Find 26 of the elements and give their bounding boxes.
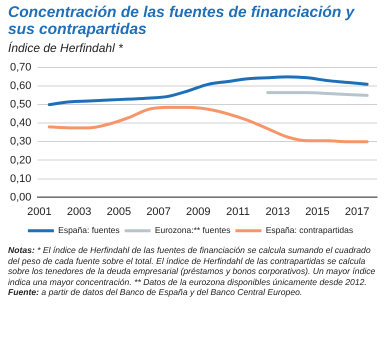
x-tick-label: 2005 bbox=[106, 206, 132, 218]
y-tick-label: 0,20 bbox=[10, 154, 32, 166]
x-tick-label: 2013 bbox=[265, 206, 290, 218]
x-tick-label: 2001 bbox=[27, 206, 52, 218]
x-tick-label: 2011 bbox=[226, 206, 250, 218]
y-tick-label: 0,10 bbox=[10, 172, 32, 185]
x-tick-label: 2007 bbox=[146, 206, 171, 218]
x-tick-label: 2015 bbox=[305, 206, 330, 218]
legend-label: España: contrapartidas bbox=[266, 225, 354, 236]
chart-title: Concentración de las fuentes de financiación y sus contrapartidas bbox=[7, 3, 356, 38]
source-note: Fuente: a partir de datos del Banco de España y del Banco Central Europeo. bbox=[8, 287, 304, 298]
x-tick-label: 2017 bbox=[344, 206, 370, 218]
y-tick-label: 0,00 bbox=[10, 191, 32, 204]
x-tick-label: 2003 bbox=[66, 206, 92, 218]
y-tick-label: 0,60 bbox=[10, 80, 32, 92]
x-tick-label: 2009 bbox=[186, 206, 211, 218]
legend-label: España: fuentes bbox=[58, 225, 120, 236]
y-tick-label: 0,30 bbox=[10, 136, 32, 148]
chart-subtitle: Índice de Herfindahl * bbox=[7, 40, 124, 55]
y-tick-label: 0,50 bbox=[10, 98, 32, 111]
legend-label: Eurozona:** fuentes bbox=[154, 225, 230, 236]
line-series bbox=[48, 106, 369, 144]
text: Notas: * El índice de Herfindahl de las fuentes de financiación se calcula sumando el cuadrado del peso de cada fuente sobre el total. El índice de Herfindahl de las contrapartidas se calcula sobre los tenedores de la deuda empresarial (préstamos y bonos corporativos). Un mayor índice indica una mayor concentración. ** Datos de la eurozona disponibles únicamente desde 2012. bbox=[8, 245, 376, 288]
y-tick-label: 0,40 bbox=[10, 117, 32, 130]
y-tick-label: 0,70 bbox=[10, 62, 32, 74]
line-series bbox=[48, 75, 369, 106]
